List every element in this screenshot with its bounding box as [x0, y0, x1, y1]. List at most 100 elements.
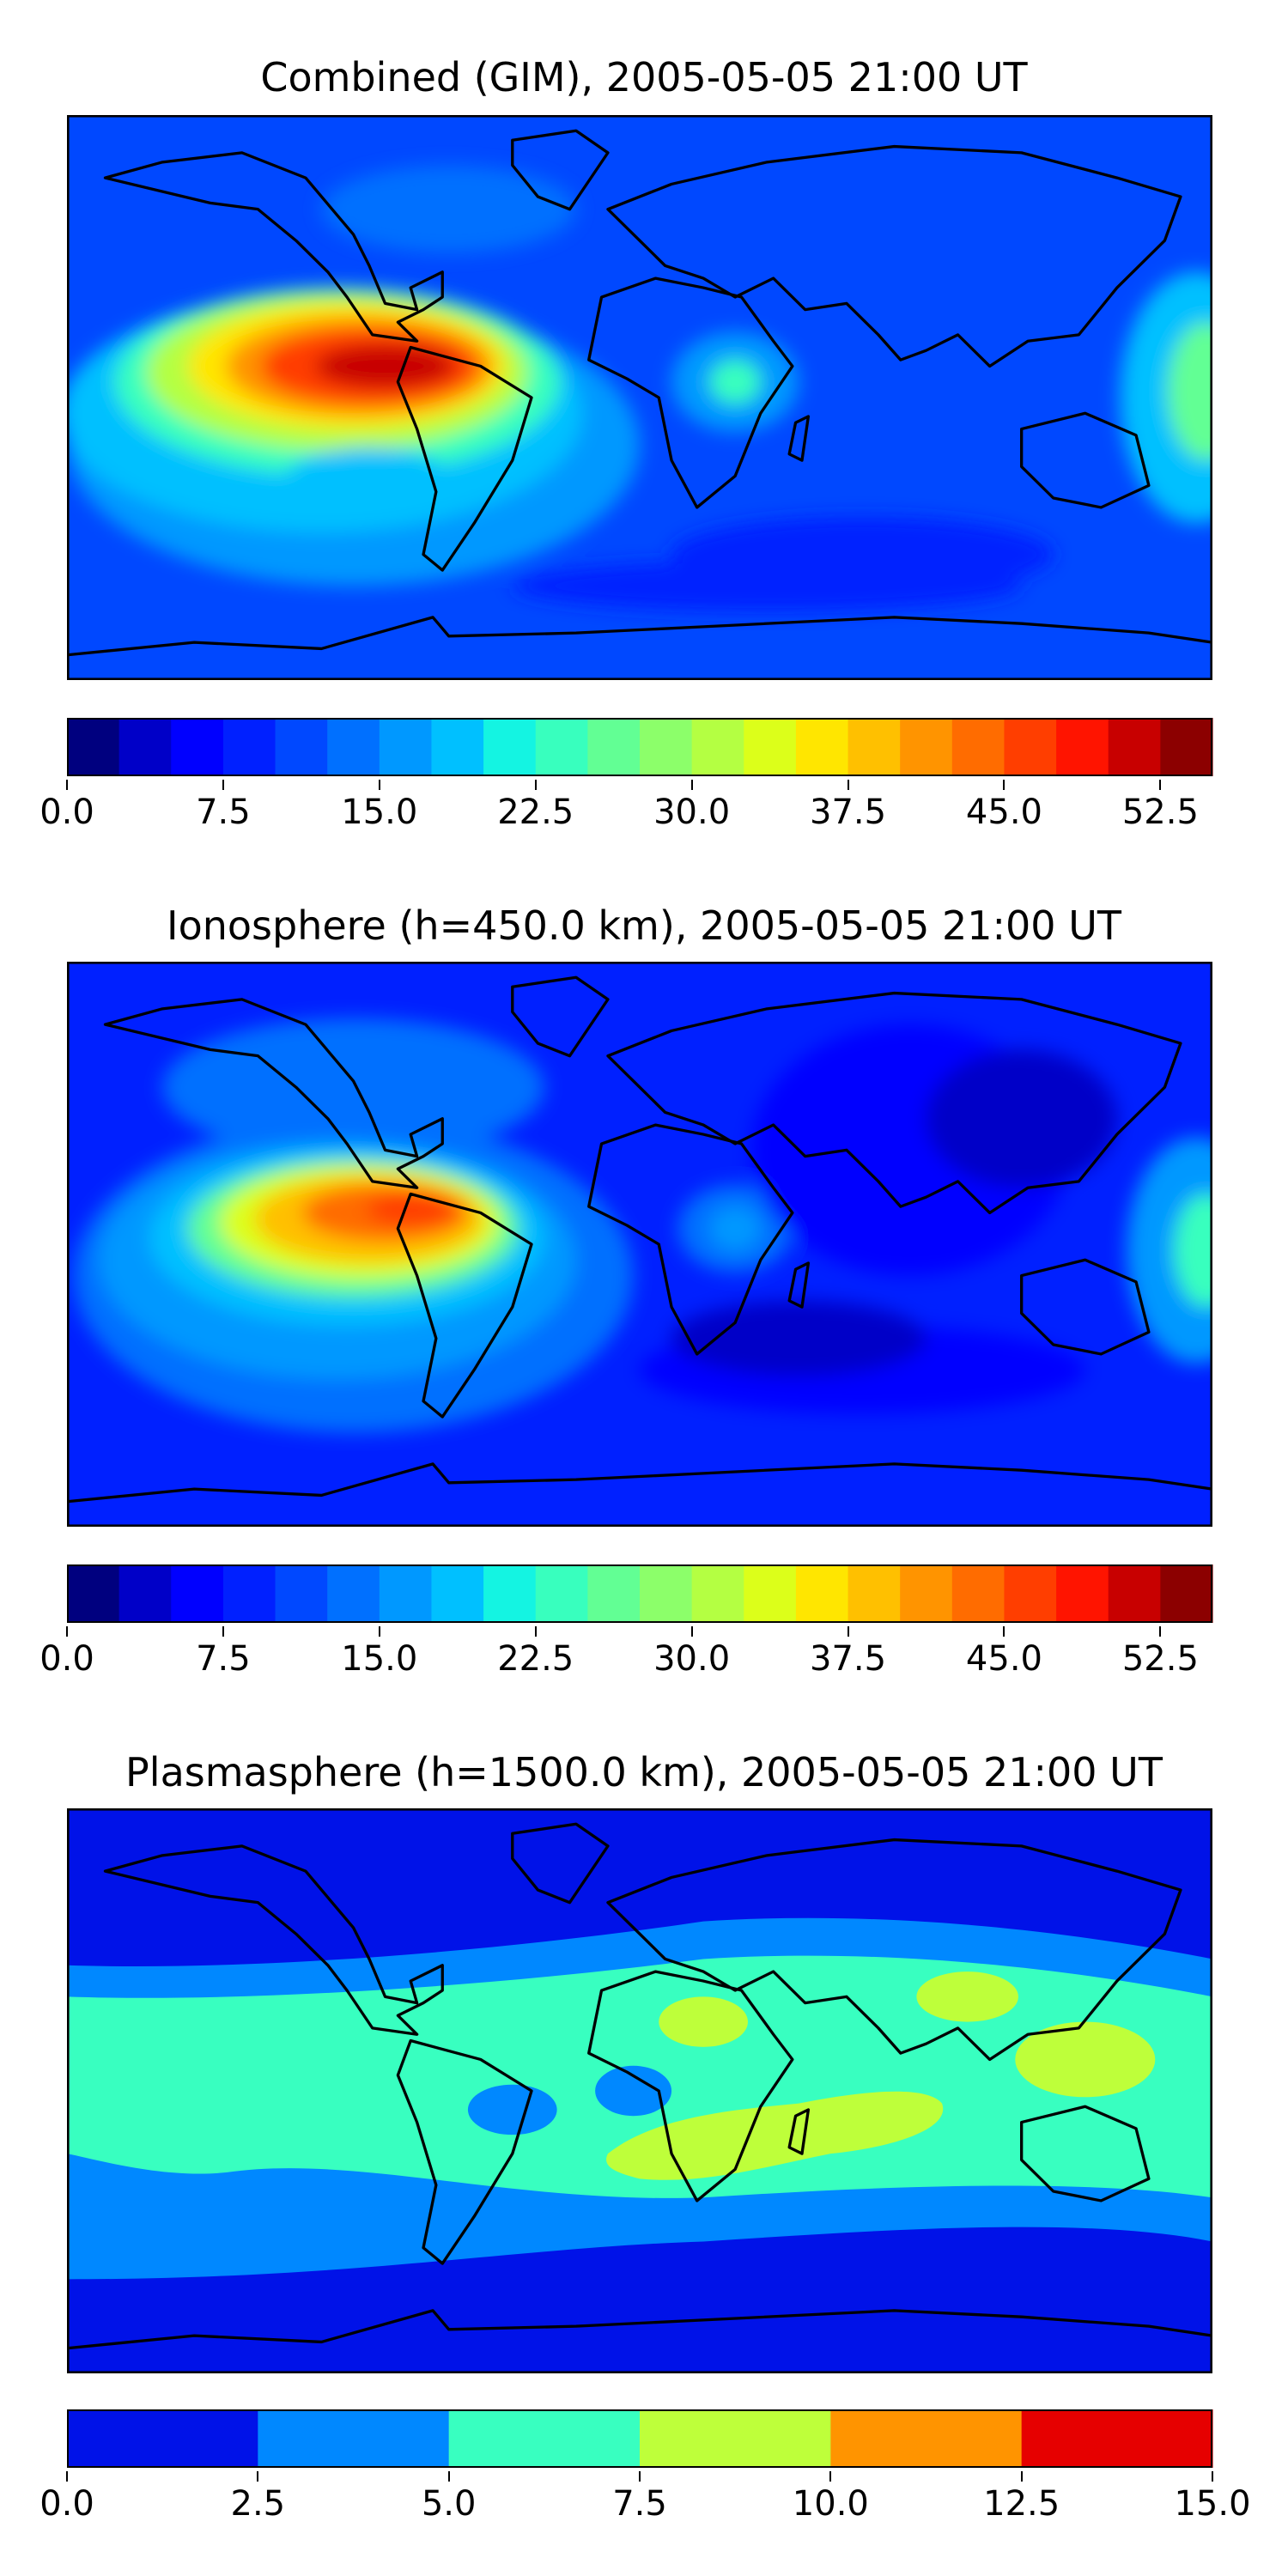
colorbar-tick-mark	[639, 2471, 641, 2482]
colorbar-level	[118, 718, 172, 776]
colorbar-level	[640, 1564, 693, 1623]
colorbar-level	[1160, 1564, 1213, 1623]
patch-maritime	[1015, 2021, 1156, 2098]
colorbar-tick-mark	[222, 780, 224, 790]
colorbar-level	[275, 718, 328, 776]
colorbar-level	[900, 1564, 953, 1623]
colorbar-level	[1004, 1564, 1057, 1623]
colorbar-level	[1108, 1564, 1161, 1623]
colorbar-level	[587, 1564, 641, 1623]
colorbar-tick-label: 15.0	[1174, 2484, 1251, 2524]
colorbar-tick-mark	[829, 2471, 832, 2482]
colorbar-level	[691, 1564, 744, 1623]
coastline-antarctica	[67, 1462, 1212, 1504]
colorbar-tick-mark	[690, 1626, 693, 1637]
coastline-antarctica	[67, 2309, 1212, 2350]
colorbar-level	[535, 1564, 588, 1623]
colorbar-level	[848, 718, 901, 776]
colorbar-tick-label: 2.5	[230, 2484, 286, 2524]
colorbar-level	[222, 1564, 276, 1623]
coastline-australia	[1019, 411, 1151, 509]
colorbar-level	[258, 2409, 450, 2468]
colorbar-tick-mark	[690, 780, 693, 790]
tec-map-plasmasphere	[67, 1808, 1212, 2373]
colorbar-level	[640, 2409, 831, 2468]
colorbar-tick-mark	[378, 1626, 380, 1637]
colorbar-level	[275, 1564, 328, 1623]
colorbar-level	[951, 1564, 1005, 1623]
colorbar-tick-label: 15.0	[341, 793, 418, 832]
colorbar-level	[171, 1564, 224, 1623]
colorbar-tick-label: 52.5	[1121, 1639, 1199, 1679]
tec-field	[67, 1808, 1212, 2373]
coastline-madagascar	[787, 1261, 811, 1309]
colorbar-level	[951, 718, 1005, 776]
colorbar-tick-label: 22.5	[497, 1639, 574, 1679]
tec-field	[67, 962, 1212, 1527]
colorbar-tick-label: 7.5	[612, 2484, 667, 2524]
colorbar-tick-mark	[378, 780, 380, 790]
colorbar-level	[587, 718, 641, 776]
colorbar-level	[379, 1564, 433, 1623]
colorbar-level	[431, 718, 484, 776]
colorbar-ticks-combined: 0.0 7.5 15.0 22.5 30.0 37.5 45.0 52.5	[39, 780, 1212, 843]
colorbar-tick-mark	[66, 780, 68, 790]
colorbar-frame	[67, 718, 1212, 776]
colorbar-level	[640, 718, 693, 776]
colorbar-level	[1056, 1564, 1109, 1623]
colorbar-level	[448, 2409, 641, 2468]
colorbar-tick-mark	[534, 1626, 537, 1637]
colorbar-ionosphere	[67, 1564, 1213, 1623]
colorbar-level	[379, 718, 433, 776]
coastline-greenland	[511, 1822, 610, 1905]
coastlines	[67, 975, 1212, 1504]
colorbar-tick-label: 10.0	[792, 2484, 869, 2524]
patch-southern-africa	[606, 2091, 944, 2180]
colorbar-tick-mark	[1003, 1626, 1005, 1637]
colorbar-level	[1108, 718, 1161, 776]
colorbar-tick-mark	[1159, 780, 1162, 790]
colorbar-frame	[67, 2409, 1212, 2468]
colorbar-tick-label: 37.5	[810, 793, 887, 832]
colorbar-level	[431, 1564, 484, 1623]
colorbar-level	[795, 1564, 849, 1623]
colorbar-ticks-plasmasphere: 0.0 2.5 5.0 7.5 10.0 12.5 15.0	[39, 2471, 1251, 2535]
chart-title-combined: Combined (GIM), 2005-05-05 21:00 UT	[260, 54, 1028, 100]
colorbar-tick-label: 7.5	[196, 793, 251, 832]
colorbar-level	[1021, 2409, 1213, 2468]
colorbar-tick-label: 0.0	[39, 793, 94, 832]
colorbar-level	[900, 718, 953, 776]
colorbar-level	[327, 718, 380, 776]
colorbar-level	[327, 1564, 380, 1623]
colorbar-level	[1056, 718, 1109, 776]
colorbar-level	[67, 1564, 120, 1623]
colorbar-tick-mark	[1003, 780, 1005, 790]
chart-title-plasmasphere: Plasmasphere (h=1500.0 km), 2005-05-05 2…	[125, 1749, 1163, 1795]
colorbar-ticks-ionosphere: 0.0 7.5 15.0 22.5 30.0 37.5 45.0 52.5	[39, 1626, 1212, 1690]
coastline-africa	[587, 1123, 794, 1356]
colorbar-level	[795, 718, 849, 776]
colorbar-tick-mark	[1212, 2471, 1213, 2482]
colorbar-level	[118, 1564, 172, 1623]
colorbar-tick-label: 45.0	[965, 793, 1042, 832]
coastline-south-america	[396, 2038, 533, 2265]
colorbar-tick-label: 7.5	[196, 1639, 251, 1679]
colorbar-tick-mark	[1159, 1626, 1162, 1637]
coastlines	[67, 1822, 1212, 2350]
colorbar-tick-label: 37.5	[810, 1639, 887, 1679]
colorbar-tick-label: 30.0	[653, 1639, 731, 1679]
coastline-australia	[1019, 2105, 1151, 2202]
coastline-greenland	[511, 975, 610, 1058]
colorbar-tick-mark	[222, 1626, 224, 1637]
tec-field	[67, 115, 1212, 680]
coastlines	[67, 129, 1212, 657]
colorbar-tick-label: 15.0	[341, 1639, 418, 1679]
coastline-north-america	[103, 151, 444, 343]
colorbar-tick-mark	[447, 2471, 450, 2482]
colorbar-tick-mark	[257, 2471, 259, 2482]
colorbar-tick-label: 45.0	[965, 1639, 1042, 1679]
coastline-madagascar	[787, 415, 811, 462]
colorbar-tick-label: 0.0	[39, 1639, 94, 1679]
coastline-north-america	[103, 998, 444, 1189]
chart-title-ionosphere: Ionosphere (h=450.0 km), 2005-05-05 21:0…	[167, 902, 1121, 949]
